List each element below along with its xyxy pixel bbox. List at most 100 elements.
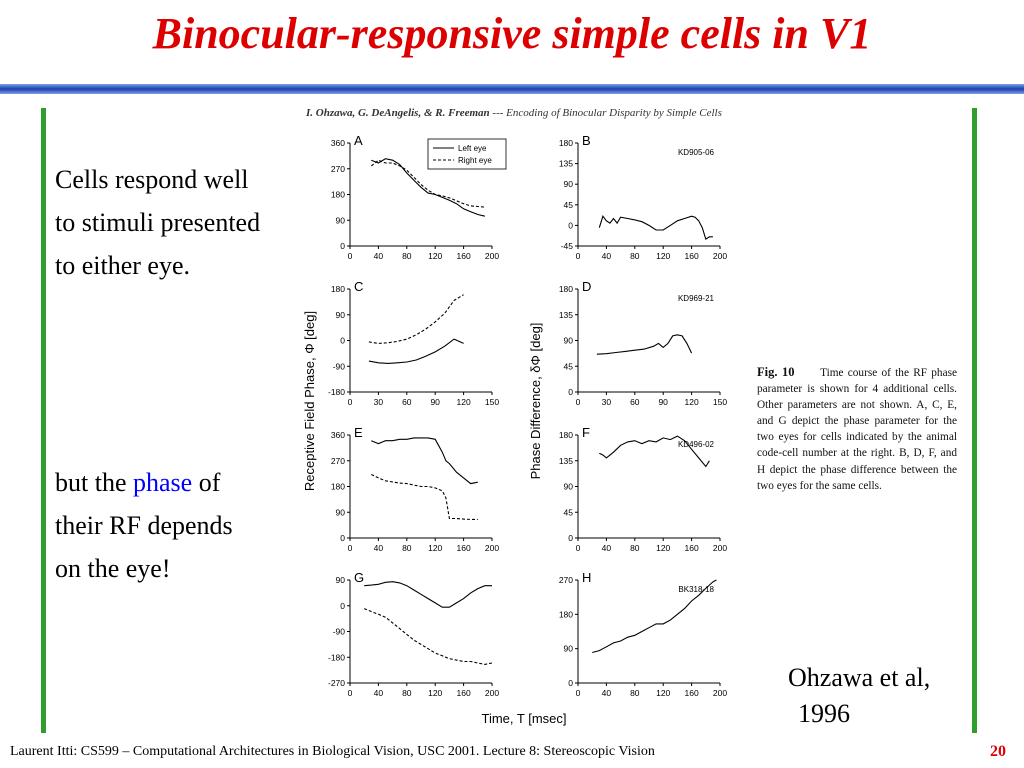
series-line-dashed xyxy=(363,608,493,665)
y-tick-label: 180 xyxy=(559,609,573,619)
y-tick-label: 360 xyxy=(331,138,345,148)
x-tick-label: 200 xyxy=(485,543,499,553)
y-tick-label: 180 xyxy=(559,138,573,148)
x-tick-label: 40 xyxy=(602,251,612,261)
x-axis-label: Time, T [msec] xyxy=(482,711,567,726)
cell-code-label: KD905-06 xyxy=(678,148,715,157)
legend-box xyxy=(427,138,507,170)
y-tick-label: 0 xyxy=(568,533,573,543)
x-tick-label: 200 xyxy=(713,251,727,261)
left-accent-bar xyxy=(41,108,46,733)
y-tick-label: 45 xyxy=(564,200,574,210)
chart-panel-d: D KD969-21 0 45 90 135 180 0 30 60 90 120 150 xyxy=(559,279,728,407)
chart-panel-e: E 0 90 180 270 360 0 40 80 120 160 200 xyxy=(331,425,500,553)
x-tick-label: 0 xyxy=(348,688,353,698)
x-tick-label: 90 xyxy=(658,397,668,407)
x-tick-label: 80 xyxy=(402,688,412,698)
reference-authors: Ohzawa et al, xyxy=(788,663,931,692)
y-tick-label: 180 xyxy=(331,190,345,200)
y-tick-label: 0 xyxy=(340,533,345,543)
x-tick-label: 120 xyxy=(428,543,442,553)
x-tick-label: 160 xyxy=(457,251,471,261)
x-tick-label: 90 xyxy=(430,397,440,407)
slide-title: Binocular-responsive simple cells in V1 xyxy=(152,9,872,58)
x-tick-label: 30 xyxy=(602,397,612,407)
legend-label: Left eye xyxy=(458,144,487,153)
y-tick-label: 360 xyxy=(331,430,345,440)
page-number: 20 xyxy=(990,743,1006,760)
y-tick-label: 270 xyxy=(331,456,345,466)
citation-authors: I. Ohzawa, G. DeAngelis, & R. Freeman xyxy=(306,107,490,119)
text-line: to stimuli presented xyxy=(55,208,261,237)
series-line-solid xyxy=(371,437,478,485)
text-line: Cells respond well xyxy=(55,165,249,194)
y-tick-label: 0 xyxy=(340,241,345,251)
x-tick-label: 120 xyxy=(656,543,670,553)
y-tick-label: -180 xyxy=(328,387,345,397)
y-tick-label: 135 xyxy=(559,159,573,169)
series-line-solid xyxy=(598,215,713,240)
y-tick-label: -270 xyxy=(328,678,345,688)
y-tick-label: -45 xyxy=(561,241,574,251)
chart-panel-f: F KD496-02 0 45 90 135 180 0 40 80 120 160 200 xyxy=(559,425,728,553)
y-tick-label: 90 xyxy=(564,644,574,654)
chart-panel-c: C -180 -90 0 90 180 0 30 60 90 120 150 xyxy=(328,279,499,407)
y-tick-label: 180 xyxy=(559,430,573,440)
x-tick-label: 120 xyxy=(656,688,670,698)
x-tick-label: 150 xyxy=(713,397,727,407)
series-line-solid xyxy=(368,338,464,364)
y-tick-label: 45 xyxy=(564,507,574,517)
x-tick-label: 40 xyxy=(374,251,384,261)
y-tick-label: 90 xyxy=(564,336,574,346)
x-tick-label: 120 xyxy=(685,397,699,407)
y-tick-label: 270 xyxy=(559,575,573,585)
x-tick-label: 200 xyxy=(485,251,499,261)
y-tick-label: -90 xyxy=(333,627,346,637)
y-tick-label: 90 xyxy=(336,310,346,320)
x-tick-label: 0 xyxy=(576,397,581,407)
panel-letter: D xyxy=(582,279,591,294)
x-tick-label: 120 xyxy=(457,397,471,407)
chart-panel-g: G -270 -180 -90 0 90 0 40 80 120 160 200 xyxy=(328,570,499,698)
text-prefix: but the xyxy=(55,468,133,497)
x-tick-label: 30 xyxy=(374,397,384,407)
x-tick-label: 120 xyxy=(656,251,670,261)
y-tick-label: 0 xyxy=(568,220,573,230)
x-tick-label: 0 xyxy=(576,251,581,261)
y-tick-label: 90 xyxy=(564,482,574,492)
y-tick-label: 0 xyxy=(340,601,345,611)
reference-year: 1996 xyxy=(798,699,850,728)
x-tick-label: 200 xyxy=(713,543,727,553)
y-tick-label: 180 xyxy=(331,284,345,294)
reference: Ohzawa et al, 1996 xyxy=(788,660,930,732)
panel-letter: E xyxy=(354,425,363,440)
title-underline-bar xyxy=(0,84,1024,94)
x-tick-label: 0 xyxy=(576,543,581,553)
chart-panel-h: H BK318-18 0 90 180 270 0 40 80 120 160 200 xyxy=(559,570,728,698)
x-tick-label: 80 xyxy=(630,543,640,553)
panel-letter: A xyxy=(354,133,363,148)
x-tick-label: 0 xyxy=(348,251,353,261)
x-tick-label: 160 xyxy=(457,543,471,553)
x-tick-label: 40 xyxy=(374,688,384,698)
caption-body: Time course of the RF phase parameter is… xyxy=(757,367,957,492)
text-line: on the eye! xyxy=(55,554,171,583)
y-tick-label: 180 xyxy=(331,482,345,492)
y-tick-label: 90 xyxy=(336,507,346,517)
y-tick-label: 180 xyxy=(559,284,573,294)
y-axis-label-left: Receptive Field Phase, Φ [deg] xyxy=(302,311,317,491)
figure-panels: A 0 90 180 270 360 0 40 80 120 160 200 Left eye Right… xyxy=(302,133,728,726)
series-line-solid xyxy=(371,158,486,217)
y-tick-label: 90 xyxy=(336,215,346,225)
series-line-solid xyxy=(596,334,693,355)
series-line-dashed xyxy=(368,294,464,344)
x-tick-label: 160 xyxy=(685,543,699,553)
x-tick-label: 0 xyxy=(348,397,353,407)
y-tick-label: 45 xyxy=(564,361,574,371)
x-tick-label: 60 xyxy=(402,397,412,407)
series-line-solid xyxy=(599,435,710,468)
footer-text: Laurent Itti: CS599 – Computational Arch… xyxy=(10,744,655,759)
text-line-phase: but the phase of xyxy=(55,461,233,504)
x-tick-label: 60 xyxy=(630,397,640,407)
